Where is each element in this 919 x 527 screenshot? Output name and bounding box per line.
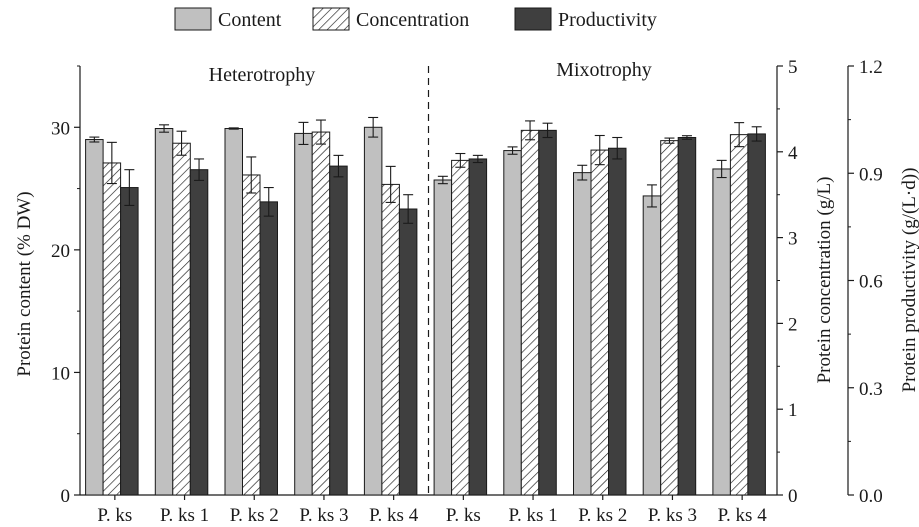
right-tick-label-productivity: 0.3: [859, 379, 883, 400]
x-tick-label: P. ks 3: [299, 505, 348, 526]
right-tick-label-concentration: 0: [788, 486, 798, 507]
bar-content: [712, 168, 731, 496]
legend-swatch-concentration: [312, 7, 350, 31]
right-tick-label-concentration: 5: [788, 57, 798, 78]
legend-item-concentration: Concentration: [312, 7, 469, 31]
right-tick-label-concentration: 2: [788, 314, 798, 335]
bar-concentration: [172, 142, 191, 496]
x-tick-label: P. ks 3: [648, 505, 697, 526]
bar-concentration: [590, 149, 609, 496]
bar-productivity: [398, 208, 418, 496]
group-label-mixotrophy: Mixotrophy: [556, 59, 652, 81]
bar-content: [433, 179, 453, 496]
right-tick-label-productivity: 0.6: [859, 272, 883, 293]
legend: Content Concentration Productivity: [174, 7, 657, 31]
left-tick-label: 0: [61, 486, 71, 507]
group-label-heterotrophy: Heterotrophy: [209, 64, 316, 86]
bar-productivity: [747, 133, 766, 496]
right-tick-label-concentration: 3: [788, 229, 798, 250]
right-tick-label-concentration: 4: [788, 143, 798, 164]
bar-concentration: [660, 140, 679, 496]
bar-content: [363, 126, 383, 496]
bar-productivity: [538, 129, 557, 496]
plot-area: 0 10 20 30 0 1 2 3 4 5 0.0 0.3 0.6 0.9 1.2 P. ks P. ks 1…: [51, 57, 883, 526]
legend-swatch-content: [174, 7, 212, 31]
left-tick-label: 30: [51, 118, 70, 139]
x-tick-label: P. ks 2: [230, 505, 279, 526]
left-axis-title: Protein content (% DW): [14, 191, 35, 376]
bar-concentration: [729, 134, 749, 496]
legend-swatch-productivity: [514, 7, 552, 31]
x-tick-label: P. ks: [97, 505, 132, 526]
legend-item-productivity: Productivity: [514, 7, 657, 31]
legend-item-content: Content: [174, 7, 282, 31]
x-tick-label: P. ks 4: [718, 505, 768, 526]
bar-productivity: [677, 137, 697, 496]
bar-concentration: [242, 174, 261, 496]
bar-concentration: [520, 129, 540, 496]
bar-content: [503, 150, 522, 496]
bar-content: [573, 172, 592, 496]
left-tick-label: 20: [51, 241, 70, 262]
right-axis-title-concentration: Protein concentration (g/L): [814, 177, 835, 384]
x-tick-label: P. ks 4: [369, 505, 419, 526]
bar-concentration: [311, 131, 331, 496]
bar-content: [642, 195, 662, 496]
right-tick-label-productivity: 0.9: [859, 164, 883, 185]
x-tick-label: P. ks 2: [578, 505, 627, 526]
bar-content: [294, 132, 313, 496]
right-tick-label-productivity: 0.0: [859, 486, 883, 507]
legend-label-content: Content: [218, 9, 282, 31]
right-axis-title-productivity: Protein productivity (g/(L·d)): [899, 168, 919, 393]
bar-productivity: [468, 158, 488, 496]
bar-content: [154, 128, 174, 496]
x-tick-label: P. ks: [446, 505, 481, 526]
bar-content: [224, 128, 243, 496]
x-tick-label: P. ks 1: [508, 505, 557, 526]
x-tick-label: P. ks 1: [160, 505, 209, 526]
bar-concentration: [451, 159, 470, 496]
legend-label-concentration: Concentration: [356, 9, 469, 31]
bar-content: [85, 139, 104, 496]
bar-productivity: [329, 165, 348, 496]
right-tick-label-productivity: 1.2: [859, 57, 883, 78]
bar-concentration: [102, 162, 122, 496]
legend-label-productivity: Productivity: [558, 9, 657, 31]
bar-concentration: [381, 183, 400, 496]
right-tick-label-concentration: 1: [788, 400, 798, 421]
bar-productivity: [120, 187, 139, 496]
left-tick-label: 10: [51, 363, 70, 384]
bar-productivity: [259, 201, 278, 496]
bar-productivity: [189, 169, 209, 496]
bar-productivity: [608, 147, 627, 496]
